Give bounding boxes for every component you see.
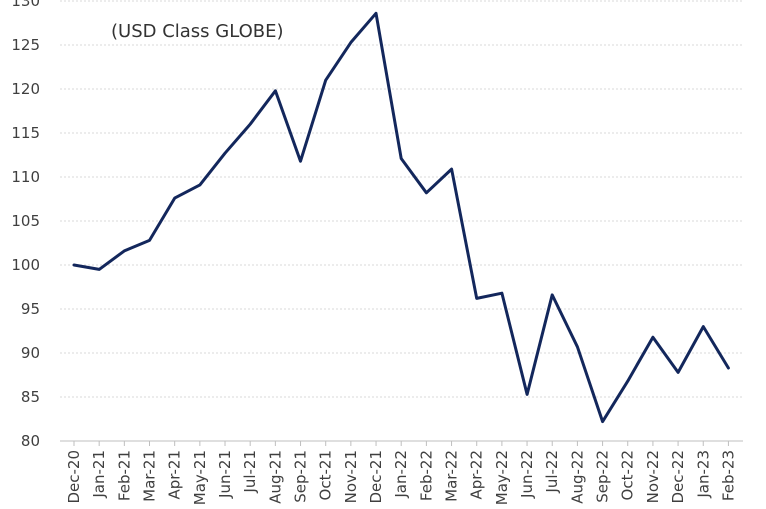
data-point	[247, 121, 253, 127]
data-point	[323, 77, 329, 83]
y-tick-label: 130	[11, 0, 40, 10]
series-line	[72, 11, 730, 424]
x-tick-label: May-21	[191, 450, 209, 505]
data-point	[222, 150, 228, 156]
x-tick-label: Apr-21	[166, 450, 184, 500]
chart-title: (USD Class GLOBE)	[111, 21, 284, 42]
x-tick-label: Oct-21	[317, 450, 335, 500]
data-point	[96, 266, 102, 272]
data-point	[650, 334, 656, 340]
x-tick-label: Dec-21	[367, 450, 385, 504]
data-point	[725, 365, 731, 371]
x-tick-label: Nov-22	[644, 450, 662, 503]
x-tick-label: Nov-21	[342, 450, 360, 503]
y-tick-label: 105	[11, 212, 40, 230]
data-point	[700, 324, 706, 330]
x-tick-label: Mar-22	[443, 450, 461, 502]
grid-lines	[60, 0, 743, 398]
x-tick-label: Oct-22	[619, 450, 637, 500]
x-tick-label: Apr-22	[468, 450, 486, 500]
x-tick-label: Feb-21	[115, 450, 133, 501]
x-tick-label: Dec-20	[65, 450, 83, 504]
x-tick-label: Jun-22	[518, 450, 536, 499]
data-point	[499, 290, 505, 296]
data-point	[147, 237, 153, 243]
y-tick-label: 100	[11, 256, 40, 274]
y-tick-label: 90	[21, 344, 40, 362]
data-point	[600, 419, 606, 425]
x-tick-label: Jan-21	[90, 450, 108, 499]
x-tick-label: Feb-23	[719, 450, 737, 501]
data-point	[172, 195, 178, 201]
data-point	[272, 88, 278, 94]
y-tick-label: 95	[21, 300, 40, 318]
x-tick-label: Jul-22	[543, 450, 561, 494]
x-tick-label: Sep-22	[594, 450, 612, 503]
x-axis-ticks: Dec-20 Jan-21 Feb-21 Mar-21 Apr-21 May-21 Jun-…	[65, 441, 737, 505]
x-tick-label: Jan-23	[694, 450, 712, 499]
y-tick-label: 125	[11, 36, 40, 54]
x-tick-label: Jan-22	[392, 450, 410, 499]
data-point	[298, 158, 304, 164]
data-point	[474, 295, 480, 301]
data-point	[524, 391, 530, 397]
data-point	[348, 39, 354, 45]
y-tick-label: 85	[21, 388, 40, 406]
data-point	[71, 262, 77, 268]
y-tick-label: 115	[11, 124, 40, 142]
x-tick-label: Dec-22	[669, 450, 687, 504]
x-tick-label: Mar-21	[141, 450, 159, 502]
data-point	[423, 190, 429, 196]
data-point	[373, 10, 379, 16]
data-points	[71, 10, 731, 424]
y-tick-label: 120	[11, 80, 40, 98]
data-point	[398, 156, 404, 162]
x-tick-label: Jun-21	[216, 450, 234, 499]
y-axis-ticks: 80 85 90 95 100 105 110 115 120 125 130	[11, 0, 40, 450]
y-tick-label: 110	[11, 168, 40, 186]
x-tick-label: Aug-22	[568, 450, 586, 504]
data-point	[625, 378, 631, 384]
data-point	[574, 344, 580, 350]
x-tick-label: Aug-21	[266, 450, 284, 504]
x-tick-label: May-22	[493, 450, 511, 505]
data-point	[197, 182, 203, 188]
data-point	[549, 292, 555, 298]
data-point	[449, 166, 455, 172]
x-tick-label: Jul-21	[241, 450, 259, 494]
data-point	[121, 248, 127, 254]
data-point	[675, 369, 681, 375]
x-tick-label: Feb-22	[417, 450, 435, 501]
x-tick-label: Sep-21	[292, 450, 310, 503]
y-tick-label: 80	[21, 432, 40, 450]
